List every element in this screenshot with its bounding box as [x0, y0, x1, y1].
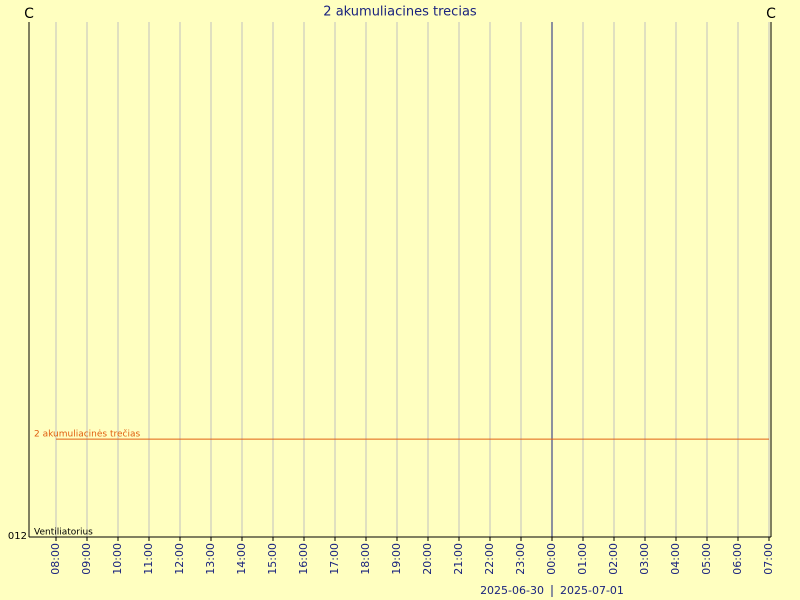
x-tick-label: 16:00	[297, 543, 310, 575]
chart-title: 2 akumuliacines trecias	[323, 5, 477, 20]
x-tick-label: 22:00	[483, 543, 496, 575]
x-tick-label: 05:00	[700, 543, 713, 575]
series-label: 2 akumuliacinės trečias	[34, 429, 141, 440]
x-tick-label: 21:00	[452, 543, 465, 575]
x-tick-label: 18:00	[359, 543, 372, 575]
series-label: Ventiliatorius	[34, 528, 93, 538]
unit-left: C	[24, 6, 34, 22]
x-tick-label: 07:00	[762, 543, 775, 575]
date-label: 2025-07-01	[560, 584, 624, 597]
x-tick-label: 10:00	[111, 543, 124, 575]
x-tick-label: 19:00	[390, 543, 403, 575]
x-tick-label: 09:00	[80, 543, 93, 575]
x-tick-label: 02:00	[607, 543, 620, 575]
x-tick-label: 04:00	[669, 543, 682, 575]
x-tick-label: 13:00	[204, 543, 217, 575]
x-tick-label: 12:00	[173, 543, 186, 575]
x-tick-label: 14:00	[235, 543, 248, 575]
date-label: 2025-06-30	[480, 584, 544, 597]
x-tick-label: 03:00	[638, 543, 651, 575]
x-tick-label: 23:00	[514, 543, 527, 575]
x-tick-label: 11:00	[142, 543, 155, 575]
x-tick-label: 00:00	[545, 543, 558, 575]
x-tick-label: 01:00	[576, 543, 589, 575]
unit-right: C	[766, 6, 776, 22]
x-tick-label: 08:00	[49, 543, 62, 575]
x-tick-label: 06:00	[731, 543, 744, 575]
x-tick-label: 17:00	[328, 543, 341, 575]
corner-label: 012	[8, 531, 27, 542]
x-tick-label: 15:00	[266, 543, 279, 575]
x-tick-label: 20:00	[421, 543, 434, 575]
